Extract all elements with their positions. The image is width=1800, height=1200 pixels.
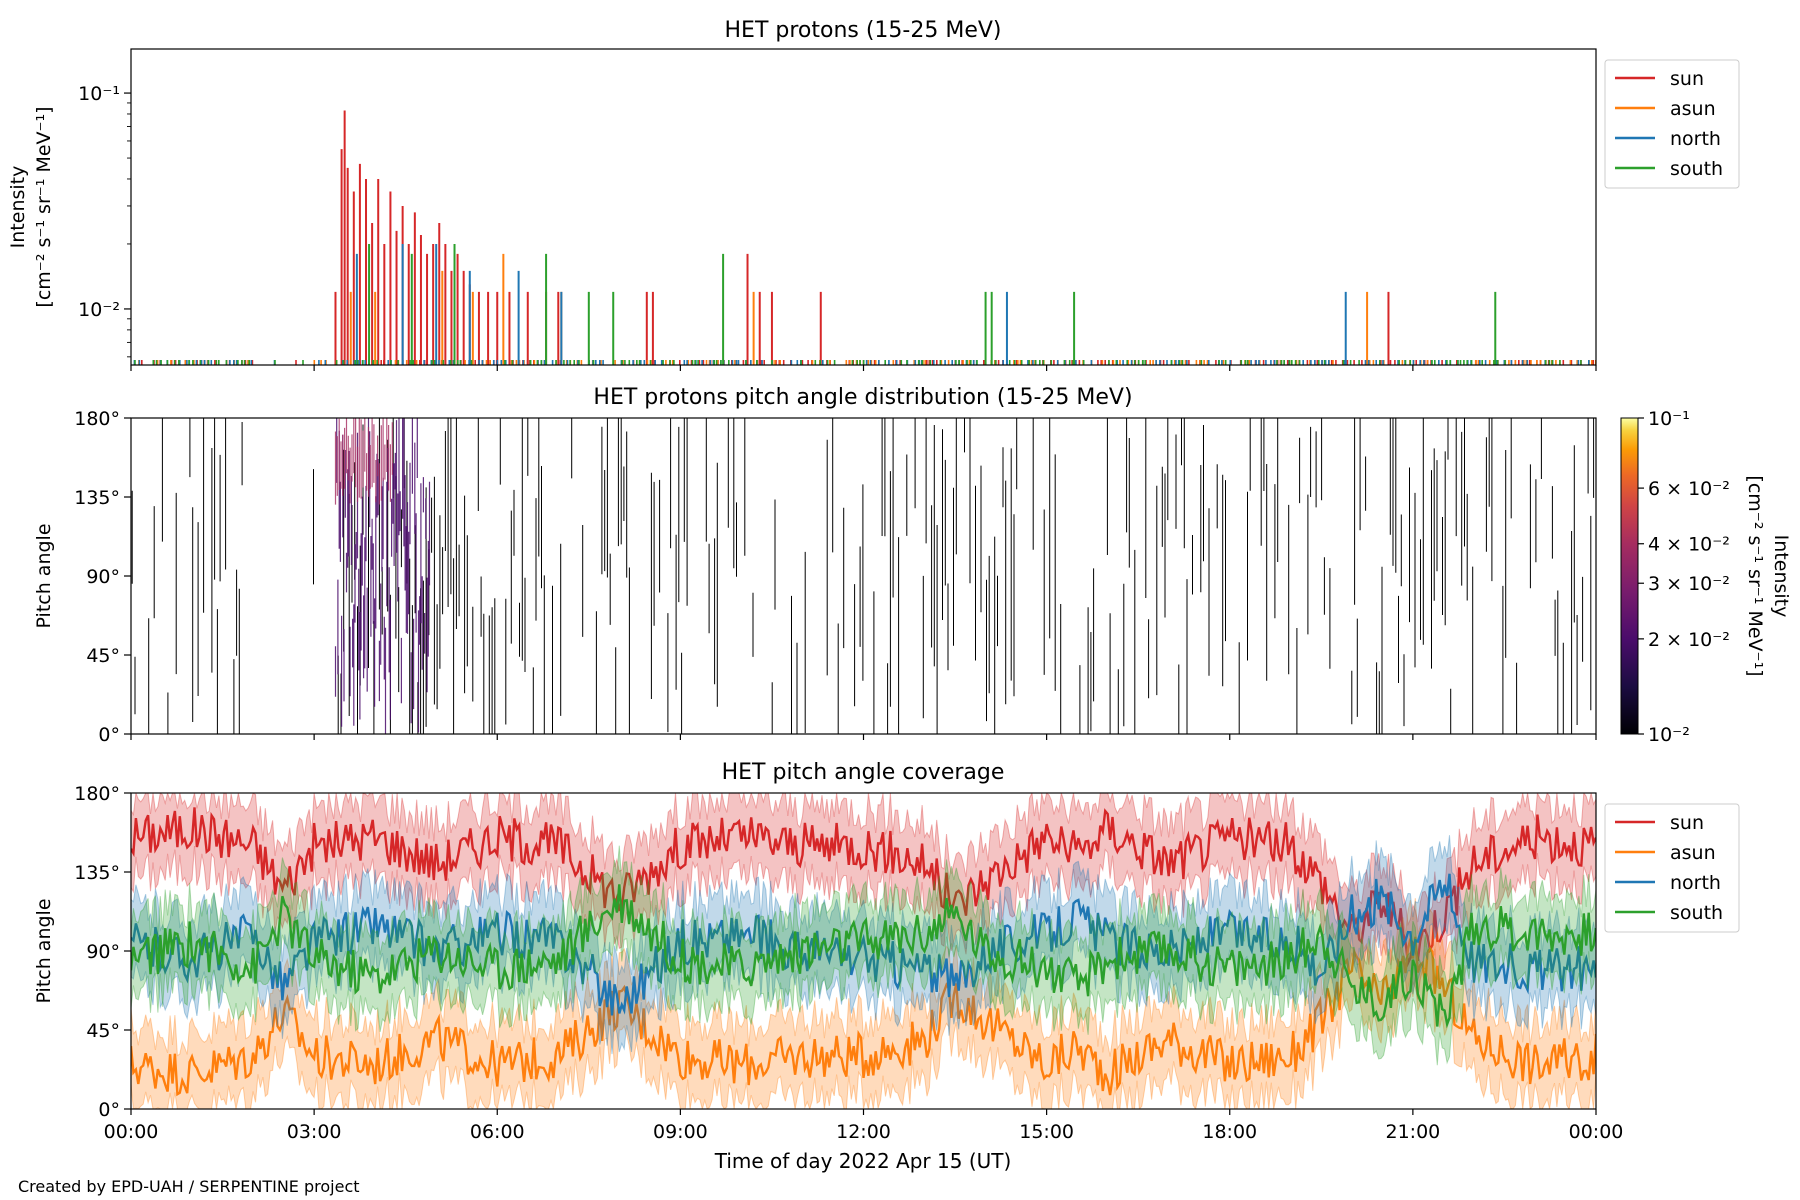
y-tick-label: 45° bbox=[86, 645, 120, 667]
series-north-baseline bbox=[133, 360, 1590, 365]
panel2-axes: 0° 45° 90° 135° 180° bbox=[74, 408, 1597, 746]
legend-label-asun: asun bbox=[1670, 842, 1716, 864]
x-tick-label: 00:00 bbox=[1569, 1121, 1624, 1143]
line-north bbox=[131, 873, 1596, 1016]
band-south bbox=[131, 845, 1596, 1066]
y-tick-label: 135° bbox=[74, 862, 120, 884]
legend-label-north: north bbox=[1670, 872, 1721, 894]
series-sun bbox=[141, 110, 1594, 365]
legend-label-south: south bbox=[1670, 158, 1723, 180]
panel3-title: HET pitch angle coverage bbox=[722, 760, 1005, 785]
line-asun bbox=[131, 936, 1596, 1097]
x-tick-label: 21:00 bbox=[1385, 1121, 1440, 1143]
x-tick-label: 09:00 bbox=[653, 1121, 708, 1143]
panel2-title: HET protons pitch angle distribution (15… bbox=[593, 385, 1132, 410]
y-tick-label: 10⁻¹ bbox=[78, 83, 120, 105]
series-south bbox=[134, 243, 1596, 365]
y-tick-label: 90° bbox=[86, 941, 120, 963]
colorbar-tick-label: 2 × 10⁻² bbox=[1648, 629, 1730, 651]
x-tick-label: 15:00 bbox=[1019, 1121, 1074, 1143]
legend-label-asun: asun bbox=[1670, 98, 1716, 120]
y-tick-label: 180° bbox=[74, 408, 120, 430]
panel1-legend: sun asun north south bbox=[1604, 59, 1740, 189]
legend-label-sun: sun bbox=[1670, 68, 1704, 90]
legend-label-south: south bbox=[1670, 902, 1723, 924]
panel1-ylabel: Intensity bbox=[7, 166, 29, 249]
colorbar-tick-label: 10⁻² bbox=[1648, 724, 1690, 746]
panel3-plot-area bbox=[131, 793, 1596, 1109]
panel1-ylabel-units: [cm⁻² s⁻¹ sr⁻¹ MeV⁻¹] bbox=[33, 106, 55, 307]
panel3-ylabel: Pitch angle bbox=[33, 898, 55, 1003]
colorbar-tick-label: 3 × 10⁻² bbox=[1648, 573, 1730, 595]
colorbar-tick-label: 6 × 10⁻² bbox=[1648, 478, 1730, 500]
panel1-title: HET protons (15-25 MeV) bbox=[725, 18, 1002, 43]
line-south bbox=[131, 884, 1596, 1029]
panel3-legend: sun asun north south bbox=[1604, 803, 1740, 933]
band-asun bbox=[131, 898, 1596, 1109]
colorbar-label: Intensity bbox=[1770, 535, 1792, 618]
y-tick-label: 180° bbox=[74, 783, 120, 805]
colorbar-tick-label: 10⁻¹ bbox=[1648, 408, 1690, 430]
series-south-baseline bbox=[134, 360, 1596, 365]
panel2-plot-area bbox=[131, 418, 1595, 734]
legend-label-sun: sun bbox=[1670, 812, 1704, 834]
colorbar-gradient bbox=[1620, 417, 1639, 735]
y-tick-label: 90° bbox=[86, 566, 120, 588]
legend-frame bbox=[1604, 59, 1740, 189]
x-axis-label: Time of day 2022 Apr 15 (UT) bbox=[714, 1149, 1012, 1173]
legend-label-north: north bbox=[1670, 128, 1721, 150]
x-tick-label: 18:00 bbox=[1202, 1121, 1257, 1143]
y-tick-label: 135° bbox=[74, 487, 120, 509]
panel1-plot-area bbox=[133, 110, 1596, 365]
pad-strips-peak bbox=[334, 418, 393, 505]
colorbar-label-units: [cm⁻² s⁻¹ sr⁻¹ MeV⁻¹] bbox=[1744, 475, 1766, 676]
legend-frame bbox=[1604, 803, 1740, 933]
panel3-axes: 00:00 03:00 06:00 09:00 12:00 15:00 18:00 21:00… bbox=[74, 783, 1623, 1143]
y-tick-label: 45° bbox=[86, 1020, 120, 1042]
x-tick-label: 12:00 bbox=[836, 1121, 891, 1143]
x-tick-label: 06:00 bbox=[470, 1121, 525, 1143]
panel-pitch-angle-coverage: HET pitch angle coverage 00:00 03:00 06:00… bbox=[33, 760, 1740, 1173]
y-tick-label: 10⁻² bbox=[78, 299, 120, 321]
panel2-ylabel: Pitch angle bbox=[33, 523, 55, 628]
colorbar: 10⁻² 2 × 10⁻² 3 × 10⁻² 4 × 10⁻² 6 × 10⁻² 10⁻¹… bbox=[1620, 408, 1792, 746]
y-tick-label: 0° bbox=[98, 724, 120, 746]
y-tick-label: 0° bbox=[98, 1099, 120, 1121]
colorbar-tick-label: 4 × 10⁻² bbox=[1648, 534, 1730, 556]
line-sun bbox=[131, 807, 1596, 968]
panel-intensity: HET protons (15-25 MeV) 10⁻² 10⁻¹ Intensi… bbox=[7, 18, 1740, 371]
x-tick-label: 03:00 bbox=[287, 1121, 342, 1143]
x-tick-label: 00:00 bbox=[104, 1121, 159, 1143]
footer-credit: Created by EPD-UAH / SERPENTINE project bbox=[18, 1177, 360, 1196]
panel1-axes: 10⁻² 10⁻¹ bbox=[78, 83, 1597, 371]
panel-pitch-angle-distribution: HET protons pitch angle distribution (15… bbox=[33, 385, 1792, 746]
